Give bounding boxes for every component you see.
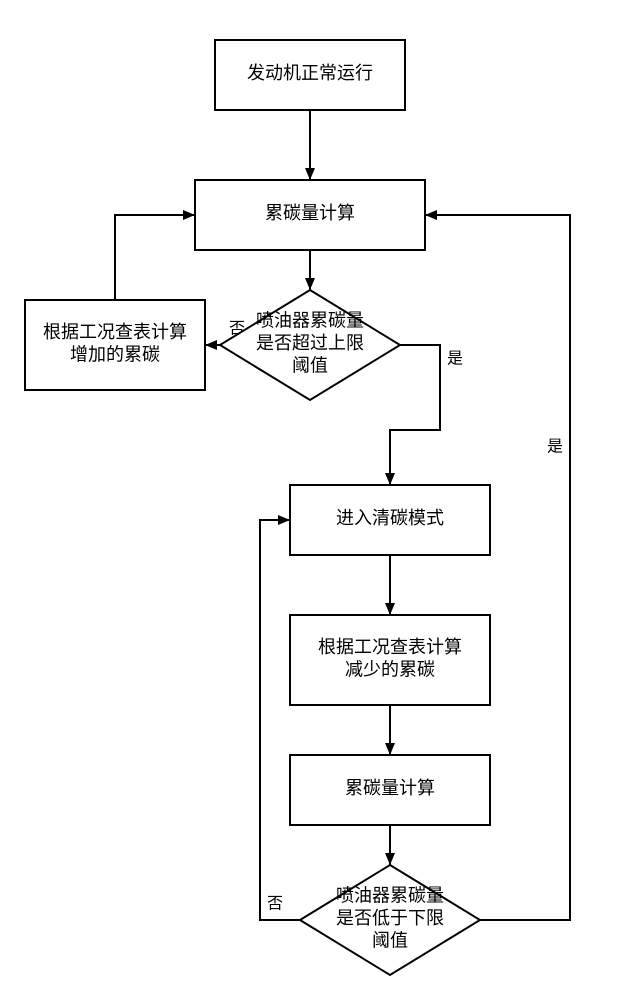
node-text: 进入清碳模式	[336, 508, 444, 528]
node-n5: 根据工况查表计算减少的累碳	[290, 615, 490, 705]
node-text: 是否超过上限	[256, 333, 364, 353]
arrowhead	[385, 603, 395, 615]
arrowhead	[425, 210, 437, 220]
nodes-layer: 发动机正常运行累碳量计算喷油器累碳量是否超过上限阈值根据工况查表计算增加的累碳进…	[25, 40, 490, 975]
arrowhead	[205, 340, 217, 350]
node-text: 根据工况查表计算	[318, 637, 462, 657]
arrowhead	[305, 168, 315, 180]
arrowhead	[385, 473, 395, 485]
node-n6: 累碳量计算	[290, 755, 490, 825]
edge	[260, 520, 300, 920]
arrowhead	[278, 515, 290, 525]
edge-label: 是	[447, 351, 463, 368]
node-d2: 喷油器累碳量是否低于下限阈值	[300, 865, 480, 975]
arrowhead	[305, 278, 315, 290]
edge	[115, 215, 195, 300]
node-n4: 进入清碳模式	[290, 485, 490, 555]
node-n1: 发动机正常运行	[215, 40, 405, 110]
node-text: 根据工况查表计算	[43, 322, 187, 342]
node-text: 喷油器累碳量	[256, 311, 364, 331]
edge	[390, 345, 440, 485]
node-text: 增加的累碳	[70, 344, 160, 364]
node-text: 发动机正常运行	[247, 63, 373, 83]
node-text: 阈值	[292, 356, 328, 376]
node-d1: 喷油器累碳量是否超过上限阈值	[220, 290, 400, 400]
edge-label: 是	[547, 439, 563, 456]
node-text: 是否低于下限	[336, 908, 444, 928]
edge-label: 否	[267, 896, 283, 913]
arrowhead	[385, 743, 395, 755]
node-n2: 累碳量计算	[195, 180, 425, 250]
node-text: 喷油器累碳量	[336, 886, 444, 906]
node-n3: 根据工况查表计算增加的累碳	[25, 300, 205, 390]
node-text: 累碳量计算	[345, 778, 435, 798]
node-text: 阈值	[372, 931, 408, 951]
node-text: 累碳量计算	[265, 203, 355, 223]
arrowhead	[183, 210, 195, 220]
arrowhead	[385, 853, 395, 865]
node-text: 减少的累碳	[345, 659, 435, 679]
